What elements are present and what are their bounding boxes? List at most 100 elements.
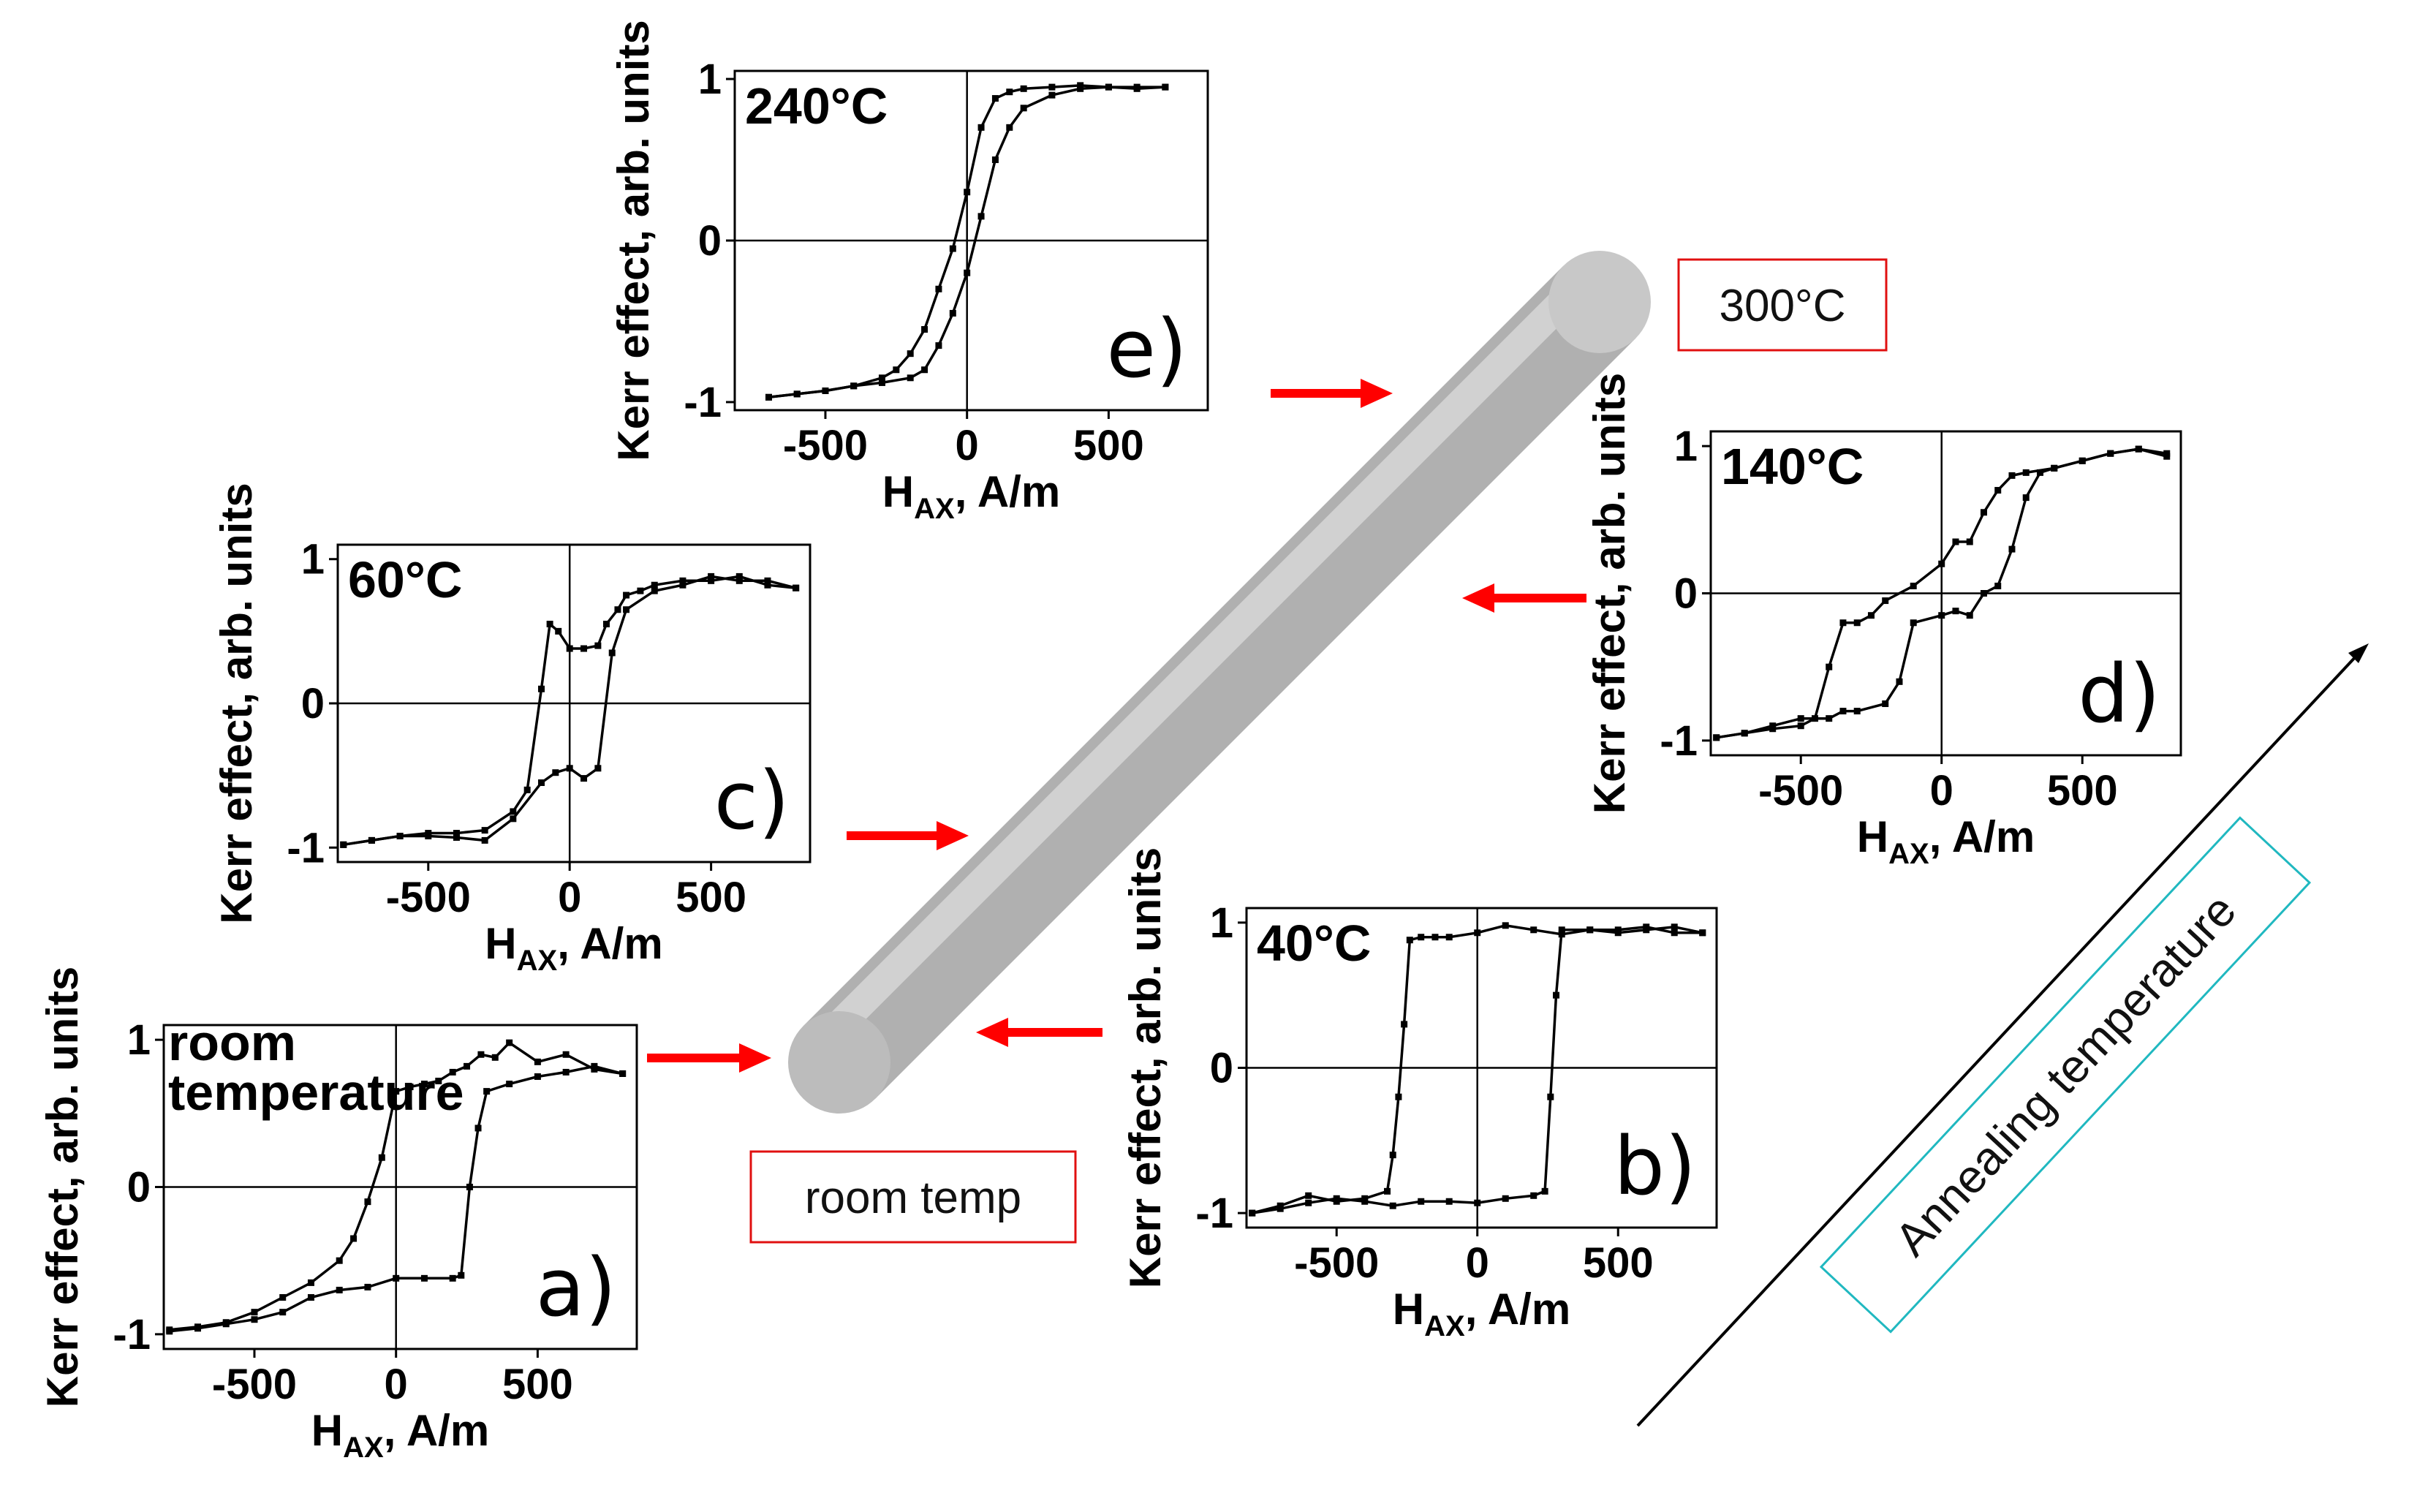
x-axis-title-rest: , A/m (557, 919, 662, 968)
series-2-point (850, 382, 858, 390)
series-2-point (1741, 730, 1748, 737)
series-1-point (1406, 937, 1413, 944)
x-axis-title: HAX, A/m (882, 467, 1060, 525)
series-1-point (1910, 582, 1917, 589)
x-axis-title-rest: , A/m (384, 1406, 489, 1455)
sample-rod (788, 251, 1651, 1114)
series-group (1713, 445, 2171, 741)
series-2-point (538, 779, 545, 786)
x-tick-label: 500 (1073, 422, 1144, 469)
series-2-point (1389, 1202, 1396, 1209)
arrow-b-head (976, 1018, 1008, 1047)
series-2-point (708, 572, 715, 580)
series-2-point (364, 1283, 371, 1290)
annealing-label-text: Annealing temperature (1885, 884, 2246, 1266)
y-tick-label: 0 (1674, 570, 1698, 618)
y-tick-label: -1 (113, 1311, 151, 1358)
series-2-point (279, 1309, 287, 1316)
x-tick-label: 500 (676, 874, 746, 921)
series-2-point (2079, 457, 2086, 464)
x-tick-label: 0 (956, 422, 979, 469)
panel-letter: a) (536, 1241, 616, 1334)
arrows (647, 379, 1586, 1073)
series-1-point (251, 1309, 258, 1316)
x-axis-title-sub: AX (914, 493, 955, 525)
chart-panel-e: -500 0 500 -1 0 1 HAX, A/m Kerr effect, arb. un… (609, 20, 1209, 525)
y-tick-label: 0 (127, 1164, 151, 1212)
chart-panel-c: -500 0 500 -1 0 1 HAX, A/m Kerr effect, arb. un… (212, 483, 812, 977)
series-1-point (651, 581, 658, 589)
y-axis-title: Kerr effect, arb. units (1585, 373, 1634, 814)
series-1-point (764, 581, 771, 589)
series-2-point (1361, 1198, 1369, 1205)
series-group (1249, 922, 1706, 1217)
rod-top-end (1548, 251, 1651, 353)
series-2-point (977, 213, 985, 220)
series-1-point (1006, 88, 1013, 96)
series-2-point (1048, 91, 1056, 99)
series-1-point (1395, 1093, 1402, 1100)
annealing-arrow (1636, 643, 2369, 1427)
series-1-point (453, 830, 460, 837)
series-2-point (393, 1274, 400, 1282)
series-1-point (378, 1154, 385, 1161)
series-1-point (1445, 934, 1453, 941)
series-1-point (935, 285, 942, 292)
series-2-point (562, 1068, 570, 1076)
x-tick-label: 0 (1930, 767, 1953, 814)
x-tick-label: 500 (1583, 1239, 1654, 1287)
series-2-point (222, 1320, 230, 1328)
series-1-point (1389, 1152, 1396, 1159)
series-2-point (949, 309, 956, 317)
temperature-label: 60°C (348, 551, 462, 608)
x-axis-title-main: H (311, 1406, 343, 1455)
series-1-point (491, 1054, 499, 1061)
series-2-point (1541, 1187, 1548, 1195)
x-axis-title-main: H (882, 467, 914, 516)
series-1-point (435, 1078, 442, 1085)
series-1-point (1530, 926, 1537, 934)
series-1-point (406, 1084, 414, 1091)
series-2-point (552, 769, 559, 776)
series-1-point (562, 1051, 570, 1058)
rod-body (803, 265, 1636, 1099)
series-2-point (1896, 678, 1903, 685)
y-axis-title: Kerr effect, arb. units (1121, 847, 1170, 1289)
series-2-point (1797, 715, 1804, 722)
x-tick-label: -500 (1758, 767, 1843, 814)
series-1-point (623, 591, 630, 599)
y-tick-label: 1 (1674, 423, 1698, 470)
series-1-point (364, 1198, 371, 1206)
series-2-point (991, 156, 999, 164)
x-axis-title: HAX, A/m (1857, 812, 2035, 870)
series-2-point (166, 1328, 173, 1335)
series-1-point (580, 645, 588, 652)
series-1-point (307, 1279, 314, 1286)
series-1-point (602, 621, 610, 627)
label-room-box: room temp (749, 1150, 1077, 1244)
x-axis-title-rest: , A/m (955, 467, 1060, 516)
series-2-point (425, 832, 432, 839)
series-1-point (1502, 922, 1509, 929)
y-tick-label: 0 (1210, 1045, 1233, 1092)
series-2-point (458, 1271, 465, 1279)
y-axis-title: Kerr effect, arb. units (212, 483, 261, 924)
series-2-point (921, 366, 928, 374)
series-2-point (878, 379, 885, 386)
series-2-point (1853, 708, 1861, 715)
x-axis-title: HAX, A/m (1393, 1285, 1570, 1342)
panel-letter: c) (714, 754, 790, 847)
series-1-point (679, 577, 686, 584)
temperature-label: temperature (168, 1064, 464, 1121)
series-2-point (1276, 1205, 1284, 1212)
y-axis-title: Kerr effect, arb. units (609, 20, 658, 461)
panel-letter: b) (1614, 1119, 1696, 1213)
y-axis-title: Kerr effect, arb. units (38, 967, 87, 1408)
series-2-point (608, 649, 616, 657)
x-tick-label: -500 (212, 1361, 297, 1408)
series-1-point (523, 786, 531, 793)
series-1-point (1853, 619, 1861, 627)
series-2-point (1643, 923, 1650, 931)
series-2-point (1910, 619, 1917, 627)
x-tick-label: 0 (558, 874, 581, 921)
